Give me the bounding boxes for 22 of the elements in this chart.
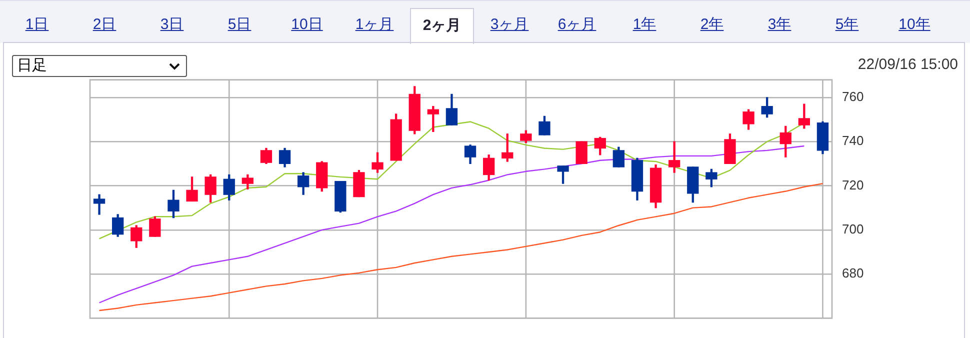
text: 6ヶ月 bbox=[556, 15, 598, 35]
y-tick-label: 740 bbox=[842, 133, 864, 148]
text: 5年 bbox=[834, 15, 860, 35]
text: 10日 bbox=[290, 15, 324, 35]
text: 日足 bbox=[17, 57, 47, 74]
text: 3年 bbox=[766, 15, 792, 35]
text: 5日 bbox=[226, 15, 252, 35]
text: 3ヶ月 bbox=[489, 15, 530, 35]
y-tick-label: 760 bbox=[842, 89, 864, 104]
text: 22/09/16 15:00 bbox=[858, 56, 958, 73]
text: 2日 bbox=[92, 15, 118, 35]
text: 1ヶ月 bbox=[354, 15, 395, 35]
y-tick-label: 720 bbox=[842, 177, 864, 192]
candlestick bbox=[427, 106, 440, 132]
text: 3日 bbox=[159, 15, 185, 35]
y-tick-label: 700 bbox=[842, 221, 864, 236]
text: 1年 bbox=[632, 15, 658, 35]
text: 1日 bbox=[24, 15, 50, 35]
text: 2年 bbox=[699, 15, 725, 35]
text: 2ヶ月 bbox=[410, 8, 474, 44]
text: 10年 bbox=[898, 15, 932, 35]
y-tick-label: 680 bbox=[842, 266, 864, 281]
